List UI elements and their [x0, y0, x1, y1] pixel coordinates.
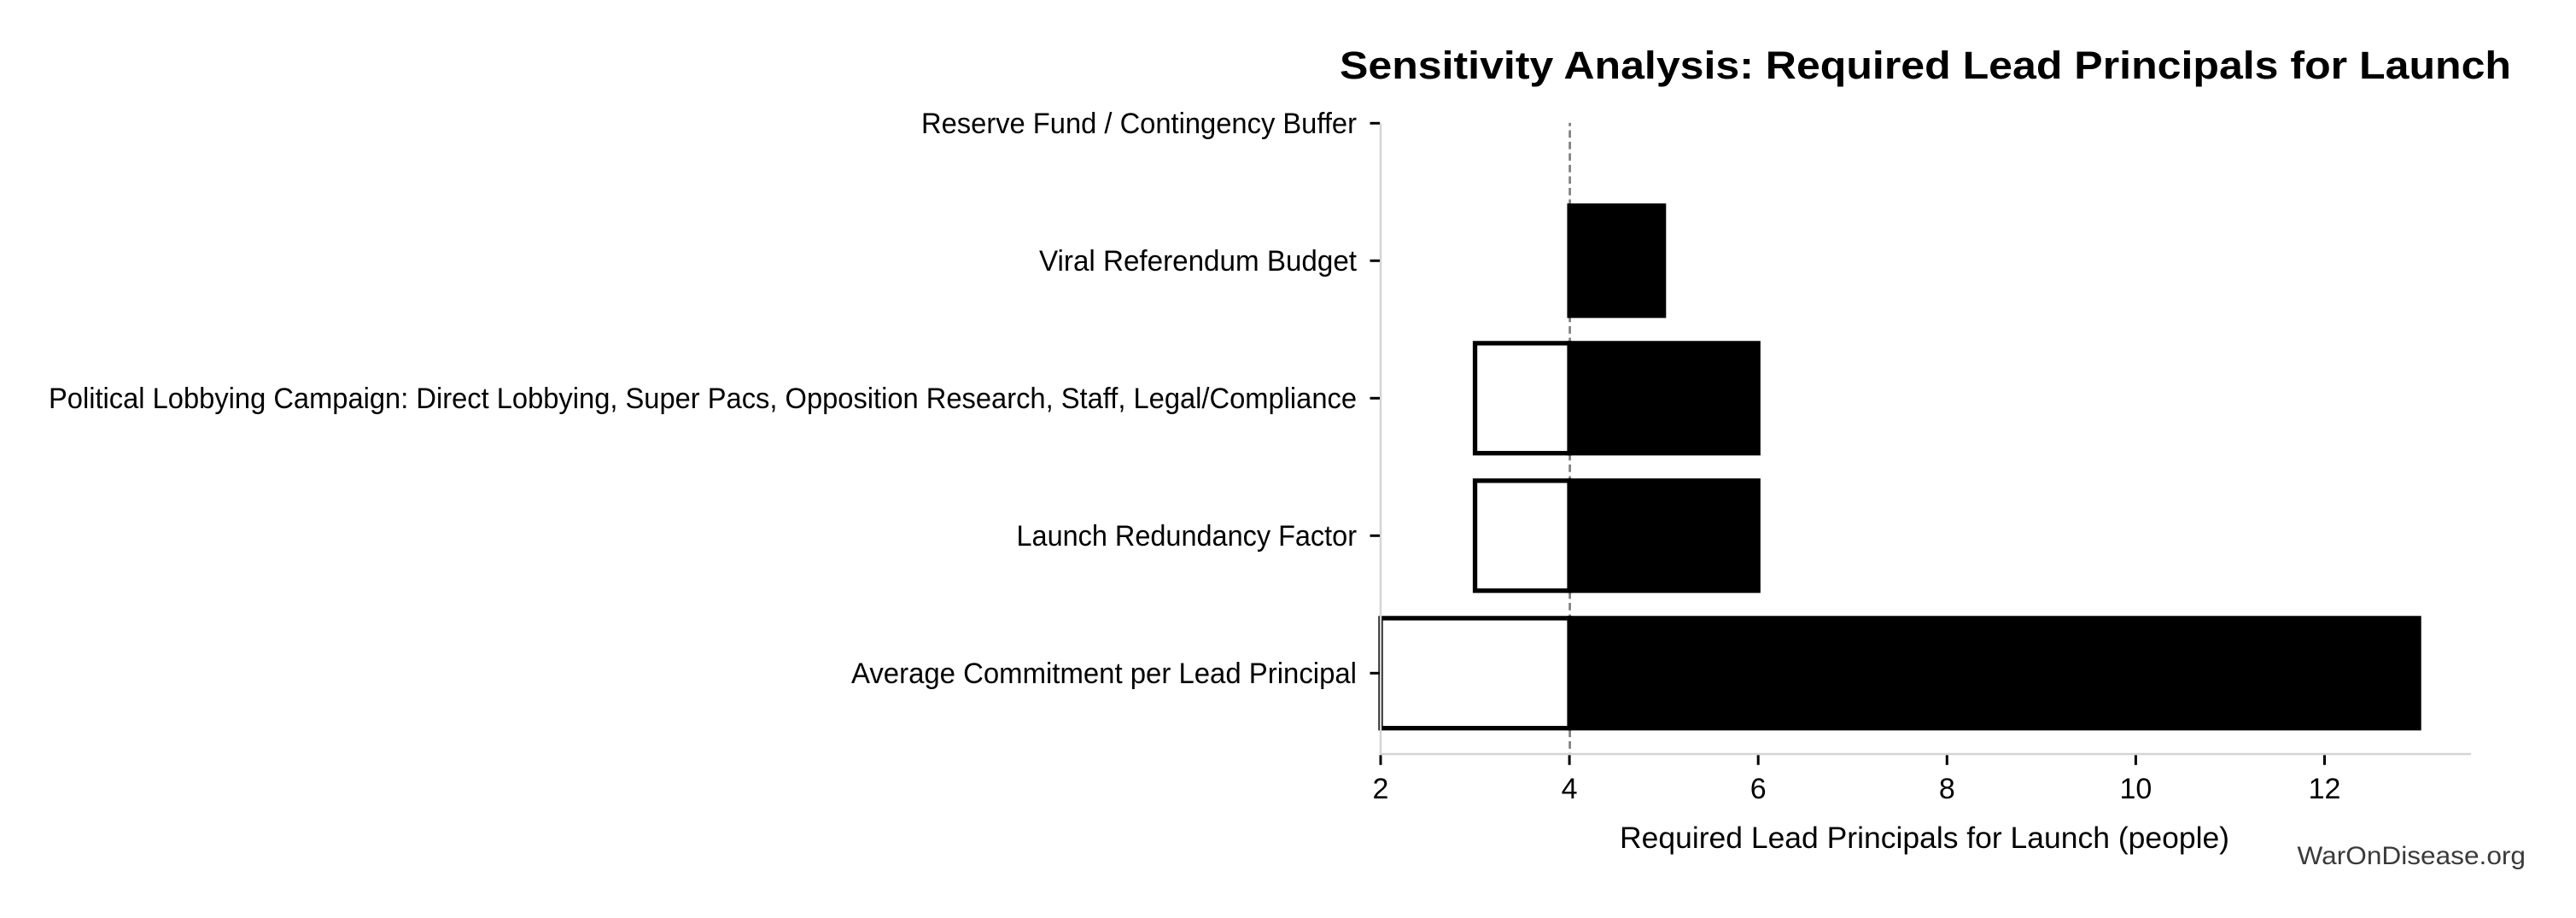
svg-text:10: 10 — [2119, 773, 2152, 805]
svg-text:Required Lead Principals for L: Required Lead Principals for Launch (peo… — [1620, 822, 2229, 855]
svg-text:Launch Redundancy Factor: Launch Redundancy Factor — [1017, 520, 1358, 553]
svg-text:6: 6 — [1750, 773, 1767, 805]
svg-text:Viral Referendum Budget: Viral Referendum Budget — [1039, 245, 1358, 278]
svg-text:12: 12 — [2309, 773, 2341, 805]
svg-text:Sensitivity Analysis: Required: Sensitivity Analysis: Required Lead Prin… — [1340, 44, 2511, 87]
svg-text:Average Commitment per Lead Pr: Average Commitment per Lead Principal — [851, 658, 1357, 690]
svg-text:2: 2 — [1373, 773, 1389, 805]
svg-text:Political Lobbying Campaign: D: Political Lobbying Campaign: Direct Lobb… — [49, 383, 1357, 415]
svg-text:8: 8 — [1939, 773, 1955, 805]
svg-text:4: 4 — [1562, 773, 1578, 805]
svg-text:WarOnDisease.org: WarOnDisease.org — [2298, 842, 2526, 870]
svg-text:Reserve Fund / Contingency Buf: Reserve Fund / Contingency Buffer — [921, 108, 1357, 140]
